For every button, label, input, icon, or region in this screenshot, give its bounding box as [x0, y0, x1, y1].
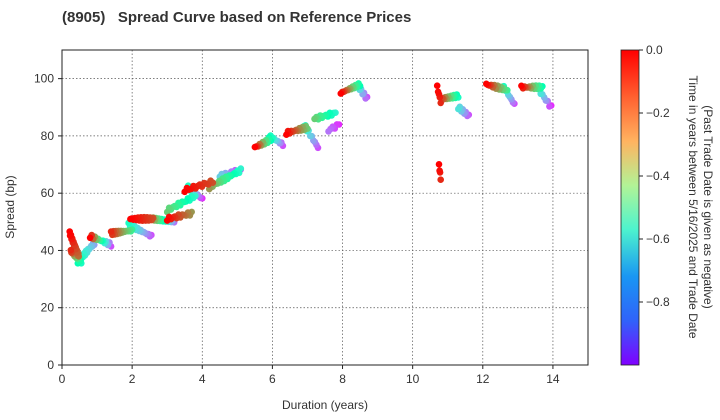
data-point [436, 167, 443, 174]
data-point [437, 99, 445, 107]
data-point [127, 215, 134, 223]
data-point [251, 143, 259, 151]
data-point [66, 228, 73, 235]
y-axis-label: Spread (bp) [3, 175, 17, 238]
data-point [434, 88, 442, 96]
chart-title: (8905) Spread Curve based on Reference P… [62, 9, 412, 26]
data-point [325, 128, 332, 135]
colorbar-tick-label: −0.8 [646, 295, 670, 309]
data-point [433, 82, 441, 89]
data-point [518, 82, 525, 90]
colorbar-tick-label: −0.4 [646, 169, 670, 183]
x-tick-label: 14 [546, 372, 560, 386]
colorbar-tick-label: −0.6 [646, 232, 670, 246]
colorbar-tick-label: −0.2 [646, 106, 670, 120]
y-tick-label: 60 [41, 186, 55, 200]
data-point [163, 217, 171, 224]
y-tick-label: 80 [41, 129, 55, 143]
plot-frame [61, 49, 589, 366]
data-point [67, 246, 75, 254]
y-tick-label: 40 [41, 243, 55, 257]
data-point [86, 234, 94, 242]
data-point [483, 80, 490, 88]
colorbar-label-line1: Time in years between 5/16/2025 and Trad… [686, 75, 700, 338]
data-point [283, 131, 290, 138]
data-point [455, 105, 462, 113]
data-point [537, 90, 544, 98]
data-point [337, 90, 345, 97]
x-tick-label: 8 [339, 372, 346, 386]
data-point [181, 188, 188, 196]
y-axis-ticks: 0 20 40 60 80 100 [34, 72, 62, 372]
y-tick-label: 0 [47, 358, 54, 372]
x-axis-label: Duration (years) [282, 398, 368, 412]
data-point [437, 176, 445, 183]
x-tick-label: 6 [269, 372, 276, 386]
x-tick-label: 4 [199, 372, 206, 386]
data-point [306, 132, 314, 140]
x-axis-ticks: 0 2 4 6 8 10 12 14 [59, 365, 560, 386]
data-point [311, 115, 318, 123]
colorbar-label-line2: (Past Trade Date is given as negative) [701, 105, 715, 308]
grid-lines [62, 50, 588, 365]
x-tick-label: 0 [59, 372, 66, 386]
colorbar-tick-label: 0.0 [646, 43, 663, 57]
data-point [107, 228, 115, 235]
x-tick-label: 10 [406, 372, 420, 386]
data-point [435, 161, 443, 168]
x-tick-label: 12 [476, 372, 490, 386]
scatter-points [66, 80, 555, 267]
colorbar-ticks: 0.0 −0.2 −0.4 −0.6 −0.8 [639, 43, 670, 309]
y-tick-label: 20 [41, 301, 55, 315]
colorbar [620, 49, 640, 366]
y-tick-label: 100 [34, 72, 54, 86]
data-point [546, 103, 553, 110]
x-tick-label: 2 [129, 372, 136, 386]
